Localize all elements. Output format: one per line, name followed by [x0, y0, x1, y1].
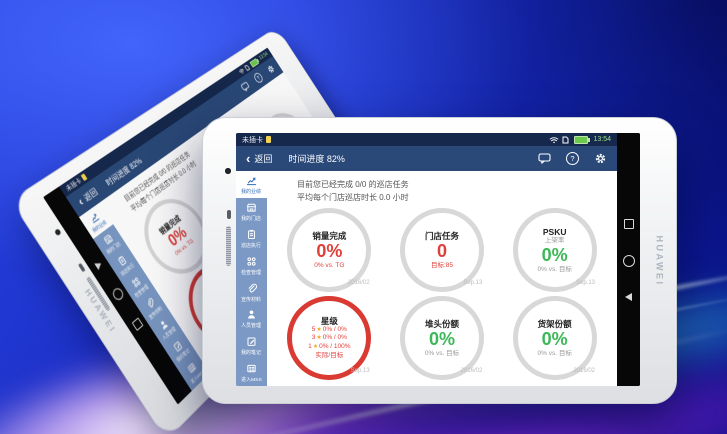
title-bar: ‹ 返回 时间进度 82% ?: [236, 146, 617, 171]
chart-icon: [246, 177, 257, 186]
tablet-screen: 未插卡 13:54 ‹ 返回 时间进度 82% ?: [236, 133, 640, 386]
metric-title: 销量完成: [312, 230, 347, 241]
star-row: 5★0% / 0%: [311, 325, 347, 333]
metric-sub: 0% vs. TG: [314, 261, 345, 269]
metric-date: Sep.13: [350, 368, 370, 374]
battery-icon: [574, 135, 591, 144]
summary-text: 目前您已经完成 0/0 的巡店任务 平均每个门店巡店时长 0.0 小时: [297, 178, 617, 204]
store-icon: [246, 203, 257, 212]
speaker-grille: [226, 226, 231, 266]
front-camera: [54, 228, 62, 237]
metric-title: 星级: [320, 315, 338, 326]
nav-back-button[interactable]: [94, 259, 103, 270]
front-camera: [225, 168, 231, 174]
sidebar-item-inspection[interactable]: 检查管理: [236, 252, 267, 279]
sidebar: 我的业绩 我的门店 巡店执行 检查管理: [236, 171, 267, 386]
metric-value: 0%: [541, 244, 568, 265]
star-footer: 实际/目标: [315, 352, 344, 360]
nav-home-button[interactable]: [110, 285, 125, 303]
wifi-icon: [550, 136, 559, 143]
help-icon[interactable]: ?: [252, 71, 265, 85]
sidebar-item-enter-mss[interactable]: 进入MSS: [236, 359, 267, 386]
app-window: 未插卡 13:54 ‹ 返回 时间进度 82% ?: [236, 133, 617, 386]
gear-icon[interactable]: [594, 152, 607, 165]
clock-text: 13:54: [593, 136, 611, 143]
sidebar-item-stores[interactable]: 我的门店: [236, 198, 267, 225]
sidebar-item-notes[interactable]: 我的笔记: [236, 332, 267, 359]
star-row: 3★0% / 0%: [311, 334, 347, 342]
metric-subtitle: 上架率: [544, 236, 565, 244]
back-chevron-icon[interactable]: ‹: [246, 151, 251, 166]
light-sensor: [78, 262, 86, 273]
metric-date: 2016/02: [573, 368, 596, 374]
metric-title: 门店任务: [424, 230, 459, 241]
metric-value: 0%: [316, 240, 343, 261]
summary-line-1: 目前您已经完成 0/0 的巡店任务: [297, 180, 409, 189]
dashboard-content: 目前您已经完成 0/0 的巡店任务 平均每个门店巡店时长 0.0 小时 销量完成…: [267, 171, 617, 386]
star-row: 1★0% / 100%: [308, 342, 351, 350]
metric-date: 2016/02: [460, 368, 483, 374]
sidebar-item-performance[interactable]: 我的业绩: [236, 171, 267, 198]
metric-sub: 目标:85: [430, 261, 454, 269]
sim-status-text: 未插卡: [242, 136, 263, 144]
metric-sales-completion[interactable]: 销量完成 0% 0% vs. TG 2016/02: [273, 206, 386, 294]
enter-icon: [247, 365, 256, 373]
metric-sub: 0% vs. 目标: [537, 349, 572, 357]
sidebar-item-personnel[interactable]: 人员管理: [236, 305, 267, 332]
metric-star-rating[interactable]: 星级 5★0% / 0% 3★0% / 0% 1★0% / 100% 实际/目标…: [273, 294, 386, 382]
metric-store-tasks[interactable]: 门店任务 0 目标:85 Sep.13: [386, 206, 499, 294]
star-icon: ★: [312, 343, 319, 350]
light-sensor: [227, 210, 231, 219]
metric-date: Sep.13: [575, 280, 596, 286]
metric-display-share[interactable]: 堆头份额 0% 0% vs. 目标 2016/02: [386, 294, 499, 382]
status-bar: 未插卡 13:54: [236, 133, 617, 146]
sim-icon: [266, 136, 271, 143]
person-icon: [248, 310, 255, 319]
star-icon: ★: [316, 326, 322, 333]
metric-title: PSKU: [542, 226, 567, 237]
time-progress-label: 时间进度 82%: [288, 154, 345, 164]
message-icon[interactable]: [240, 81, 251, 93]
grid-icon: [247, 257, 256, 266]
gear-icon[interactable]: [265, 63, 276, 75]
star-icon: ★: [316, 335, 322, 342]
metric-psku[interactable]: PSKU 上架率 0% 0% vs. 目标 Sep.13: [498, 206, 611, 294]
metric-shelf-share[interactable]: 货架份额 0% 0% vs. 目标 2016/02: [498, 294, 611, 382]
metric-sub: 0% vs. 目标: [424, 349, 460, 357]
nav-recent-button[interactable]: [131, 317, 143, 331]
metric-value: 0%: [428, 328, 455, 349]
huawei-logo: HUAWEI: [654, 235, 665, 286]
help-icon[interactable]: ?: [566, 152, 579, 165]
metric-value: 0%: [541, 328, 568, 349]
back-button[interactable]: 返回: [82, 186, 100, 204]
sim-icon: [80, 173, 88, 182]
nav-back-button[interactable]: [625, 292, 632, 301]
sidebar-item-materials[interactable]: 宣传材料: [236, 279, 267, 306]
nav-recent-button[interactable]: [623, 218, 634, 229]
data-usage-icon: [562, 136, 569, 143]
back-button[interactable]: 返回: [254, 154, 273, 164]
metric-title: 货架份额: [537, 318, 572, 329]
message-icon[interactable]: [538, 153, 551, 164]
metric-sub: 0% vs. 目标: [537, 265, 572, 273]
metric-value: 0: [436, 240, 447, 261]
nav-home-button[interactable]: [622, 254, 635, 267]
sidebar-item-visit-execution[interactable]: 巡店执行: [236, 225, 267, 252]
clipboard-icon: [248, 229, 255, 239]
android-nav-bar: [617, 133, 640, 386]
metric-title: 堆头份额: [424, 318, 459, 329]
summary-line-2: 平均每个门店巡店时长 0.0 小时: [297, 193, 409, 202]
metric-date: 2016/02: [347, 280, 370, 286]
paperclip-icon: [248, 283, 257, 292]
metric-date: Sep.13: [463, 280, 483, 286]
tablet-front: HUAWEI HUAWEI 未插卡 13:54 ‹ 返回 时间进度 82%: [202, 117, 677, 404]
notes-icon: [247, 337, 256, 347]
app-body: 我的业绩 我的门店 巡店执行 检查管理: [236, 171, 617, 386]
